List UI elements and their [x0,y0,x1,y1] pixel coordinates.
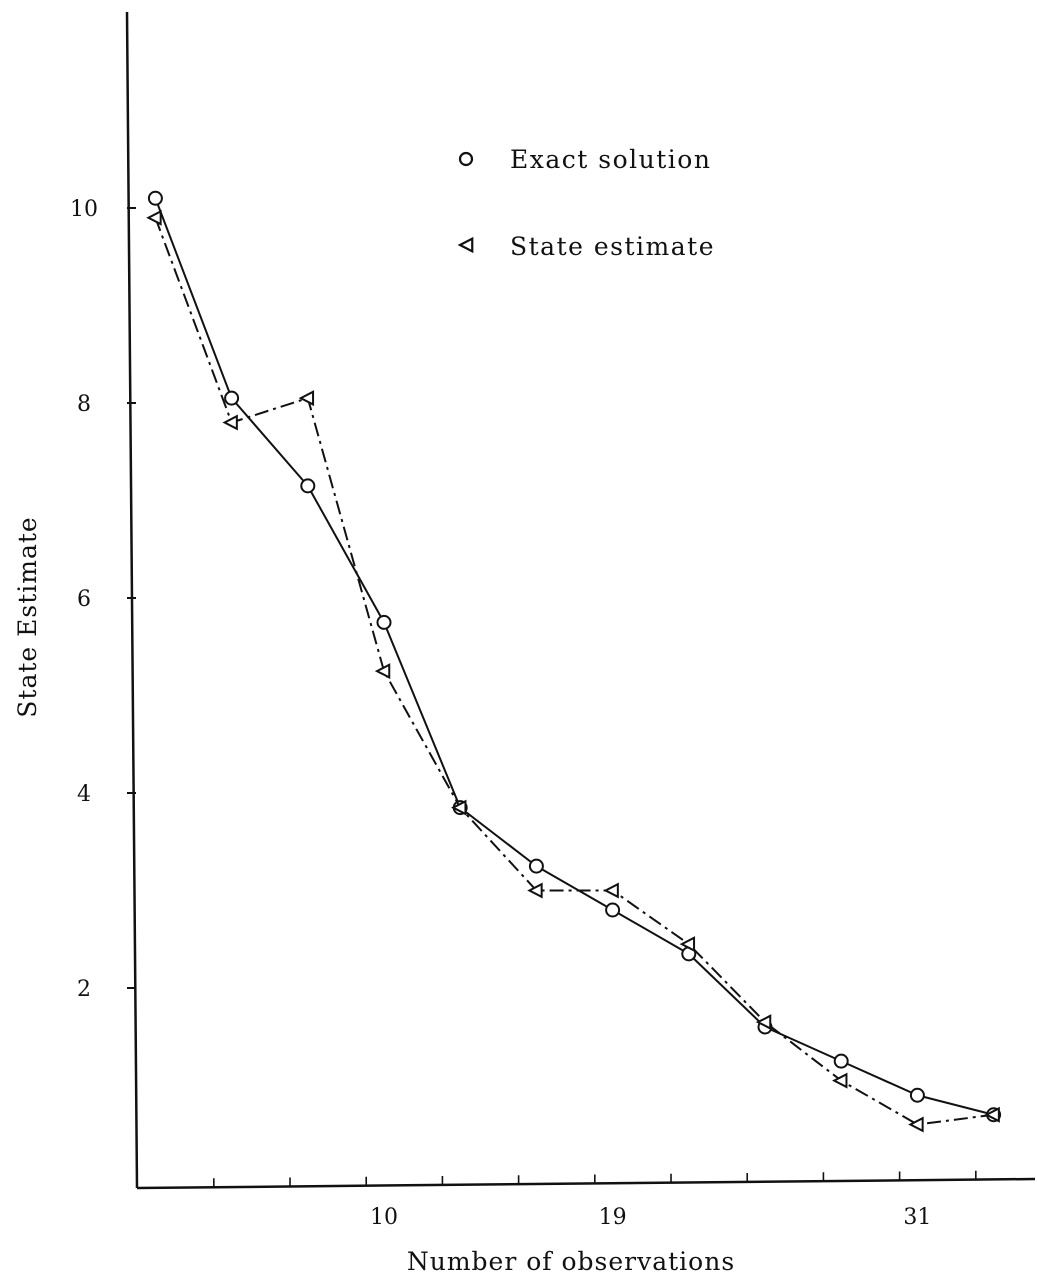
data-point-circle [605,902,621,918]
data-point-circle [376,614,392,630]
y-axis-ticks: 2 4 6 8 10 [70,197,136,1002]
y-tick-label: 6 [77,587,91,612]
y-tick-label: 2 [77,977,91,1002]
data-point-triangle [908,1116,924,1133]
x-tick-label: 19 [599,1205,627,1230]
data-point-triangle [984,1106,1000,1123]
data-point-circle [909,1087,925,1103]
y-tick-label: 10 [70,197,98,222]
legend-triangle-marker [457,236,474,254]
data-point-triangle [451,799,467,816]
data-point-circle [224,390,240,406]
legend-entry: Exact solution [458,145,711,174]
data-point-triangle [832,1072,848,1089]
legend: Exact solution State estimate [457,145,715,261]
data-point-triangle [222,414,238,431]
series-layer [146,190,1002,1133]
data-point-triangle [679,936,696,953]
data-point-triangle [603,882,619,899]
data-point-triangle [755,1014,772,1031]
legend-label: Exact solution [510,145,711,174]
series-line [154,197,994,1116]
data-point-triangle [146,209,162,226]
x-axis-label: Number of observations [407,1247,735,1276]
data-point-triangle [527,882,543,899]
x-tick-label: 10 [370,1205,398,1230]
data-point-circle [833,1053,849,1069]
y-axis-line [125,11,139,1189]
x-axis-ticks: 10 19 31 [213,1170,977,1230]
legend-entry: State estimate [457,232,715,261]
data-point-circle [300,478,316,494]
legend-circle-marker [458,151,474,167]
data-point-triangle [374,663,391,680]
y-axis-label: State Estimate [13,516,42,717]
series-state-estimate [146,209,1000,1133]
data-point-circle [147,190,163,206]
x-tick-label: 31 [903,1205,931,1230]
legend-label: State estimate [510,232,715,261]
data-point-circle [528,858,544,874]
y-tick-label: 4 [77,782,91,807]
y-tick-label: 8 [77,392,91,417]
data-point-triangle [298,390,315,407]
x-axis-line [136,1177,1036,1190]
series-line [154,217,994,1126]
series-exact-solution [147,190,1002,1123]
